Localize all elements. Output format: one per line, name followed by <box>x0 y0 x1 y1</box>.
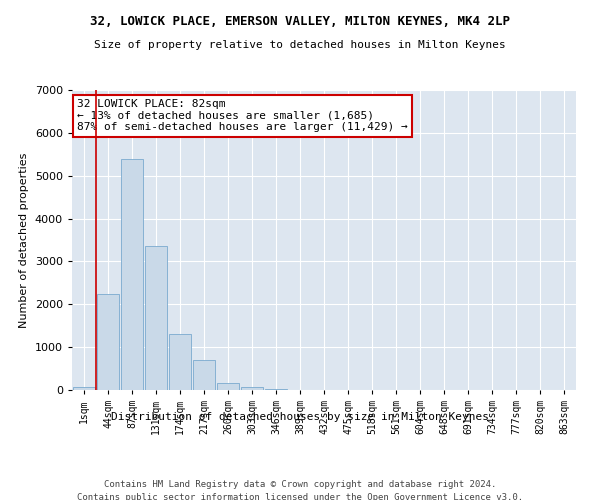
Bar <box>265 388 287 390</box>
Text: Size of property relative to detached houses in Milton Keynes: Size of property relative to detached ho… <box>94 40 506 50</box>
Text: Contains public sector information licensed under the Open Government Licence v3: Contains public sector information licen… <box>77 492 523 500</box>
Text: 32, LOWICK PLACE, EMERSON VALLEY, MILTON KEYNES, MK4 2LP: 32, LOWICK PLACE, EMERSON VALLEY, MILTON… <box>90 15 510 28</box>
Text: 32 LOWICK PLACE: 82sqm
← 13% of detached houses are smaller (1,685)
87% of semi-: 32 LOWICK PLACE: 82sqm ← 13% of detached… <box>77 99 408 132</box>
Bar <box>193 360 215 390</box>
Bar <box>121 158 143 390</box>
Bar <box>145 246 167 390</box>
Bar <box>169 334 191 390</box>
Text: Contains HM Land Registry data © Crown copyright and database right 2024.: Contains HM Land Registry data © Crown c… <box>104 480 496 489</box>
Bar <box>217 382 239 390</box>
Bar <box>97 294 119 390</box>
Bar <box>241 386 263 390</box>
Bar <box>73 388 95 390</box>
Text: Distribution of detached houses by size in Milton Keynes: Distribution of detached houses by size … <box>111 412 489 422</box>
Y-axis label: Number of detached properties: Number of detached properties <box>19 152 29 328</box>
